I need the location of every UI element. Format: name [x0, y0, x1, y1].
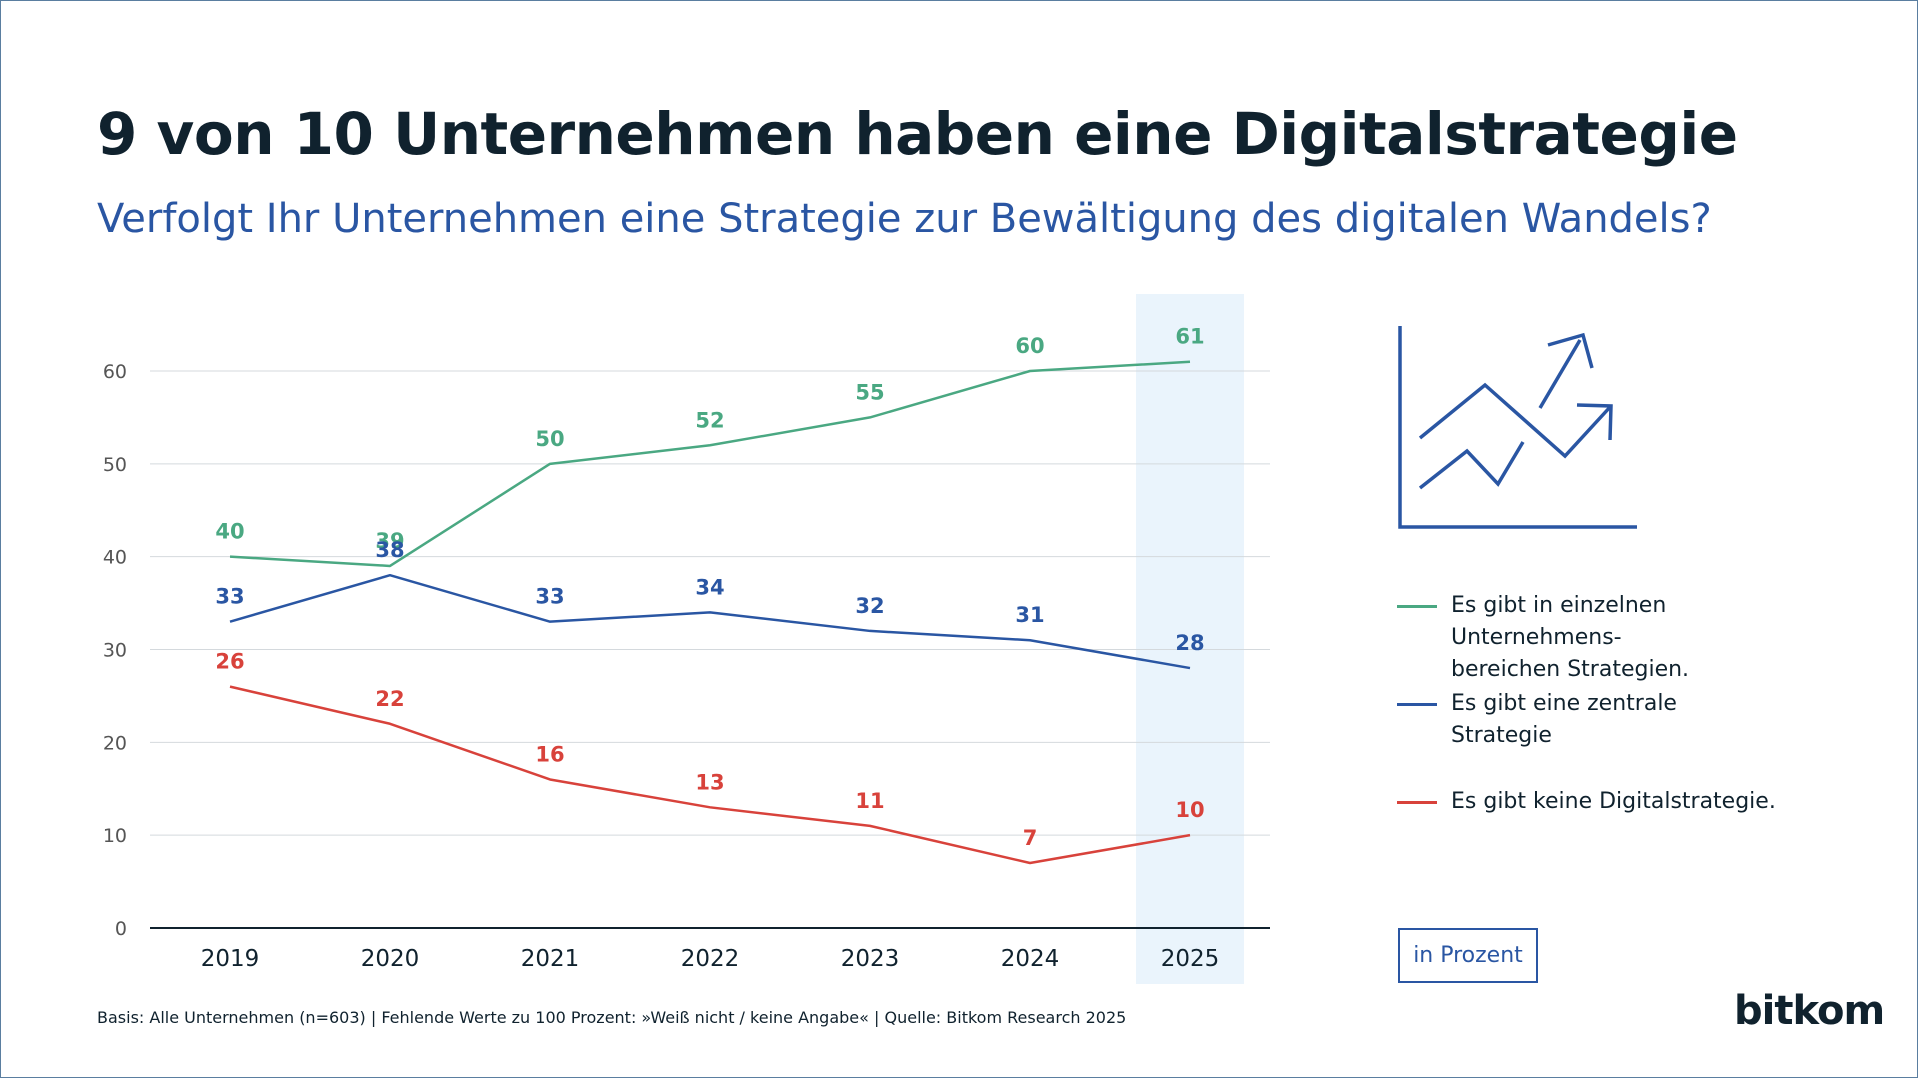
data-label: 34 [695, 575, 724, 599]
legend-label-line: Strategie [1451, 723, 1552, 748]
data-label: 13 [695, 770, 724, 794]
x-tick-label: 2019 [201, 946, 260, 972]
data-label: 61 [1175, 325, 1204, 349]
legend-item: Es gibt keine Digitalstrategie. [1397, 786, 1837, 818]
x-tick-label: 2022 [681, 946, 740, 972]
data-label: 55 [855, 380, 884, 404]
unit-label: in Prozent [1398, 928, 1538, 983]
legend-label-line: Es gibt keine Digitalstrategie. [1451, 789, 1776, 814]
data-label: 60 [1015, 334, 1044, 358]
legend-label: Es gibt keine Digitalstrategie. [1451, 786, 1776, 818]
x-tick-label: 2024 [1001, 946, 1060, 972]
footnote: Basis: Alle Unternehmen (n=603) | Fehlen… [97, 1008, 1127, 1027]
legend-swatch [1397, 703, 1437, 706]
legend-item: Es gibt in einzelnen Unternehmens-bereic… [1397, 590, 1837, 686]
data-label: 31 [1015, 603, 1044, 627]
legend-label-line: Es gibt in einzelnen Unternehmens- [1451, 593, 1667, 650]
bitkom-logo: bitkom [1734, 988, 1885, 1034]
data-label: 39 [375, 529, 404, 553]
legend-item: Es gibt eine zentrale Strategie [1397, 688, 1837, 752]
legend-label: Es gibt eine zentrale Strategie [1451, 688, 1677, 752]
y-tick-label: 40 [103, 547, 127, 569]
y-tick-label: 30 [103, 640, 127, 662]
data-label: 52 [695, 408, 724, 432]
chart-trend-icon [1398, 326, 1637, 529]
data-label: 26 [215, 650, 244, 674]
legend-label-line: bereichen Strategien. [1451, 657, 1690, 682]
x-tick-label: 2020 [361, 946, 420, 972]
highlight-band-2025 [1136, 294, 1244, 984]
data-label: 32 [855, 594, 884, 618]
y-tick-label: 10 [103, 825, 127, 847]
data-label: 16 [535, 742, 564, 766]
y-tick-label: 60 [103, 361, 127, 383]
legend-label-line: Es gibt eine zentrale [1451, 691, 1677, 716]
data-label: 33 [535, 585, 564, 609]
x-tick-label: 2021 [521, 946, 580, 972]
data-label: 33 [215, 585, 244, 609]
series-line-2 [229, 685, 1191, 865]
legend-label: Es gibt in einzelnen Unternehmens-bereic… [1451, 590, 1837, 686]
chart-title: 9 von 10 Unternehmen haben eine Digitals… [97, 100, 1738, 168]
legend-swatch [1397, 605, 1437, 608]
series-line-0 [229, 360, 1191, 568]
x-tick-label: 2025 [1161, 946, 1220, 972]
data-label: 10 [1175, 798, 1204, 822]
data-label: 28 [1175, 631, 1204, 655]
series-line-1 [229, 573, 1191, 670]
x-tick-label: 2023 [841, 946, 900, 972]
data-label: 50 [535, 427, 564, 451]
legend-swatch [1397, 801, 1437, 804]
data-label: 38 [375, 538, 404, 562]
data-label: 22 [375, 687, 404, 711]
data-label: 40 [215, 520, 244, 544]
data-label: 7 [1023, 826, 1038, 850]
data-label: 11 [855, 789, 884, 813]
y-tick-label: 0 [115, 918, 127, 940]
line-chart: 0 10 20 30 40 50 60 2019 2020 2021 2022 2023 2024 202… [103, 294, 1270, 984]
y-tick-label: 50 [103, 454, 127, 476]
chart-subtitle: Verfolgt Ihr Unternehmen eine Strategie … [97, 196, 1712, 242]
y-tick-label: 20 [103, 732, 127, 754]
